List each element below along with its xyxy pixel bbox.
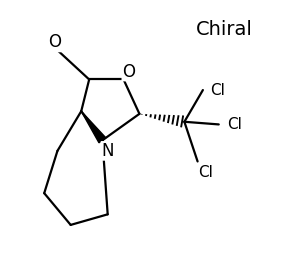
Text: Cl: Cl [227, 117, 242, 132]
Text: Cl: Cl [198, 164, 213, 180]
Text: O: O [48, 33, 61, 52]
Polygon shape [81, 111, 106, 143]
Text: Chiral: Chiral [196, 20, 253, 39]
Text: Cl: Cl [210, 83, 225, 97]
Text: N: N [101, 142, 114, 160]
Text: O: O [122, 63, 135, 80]
